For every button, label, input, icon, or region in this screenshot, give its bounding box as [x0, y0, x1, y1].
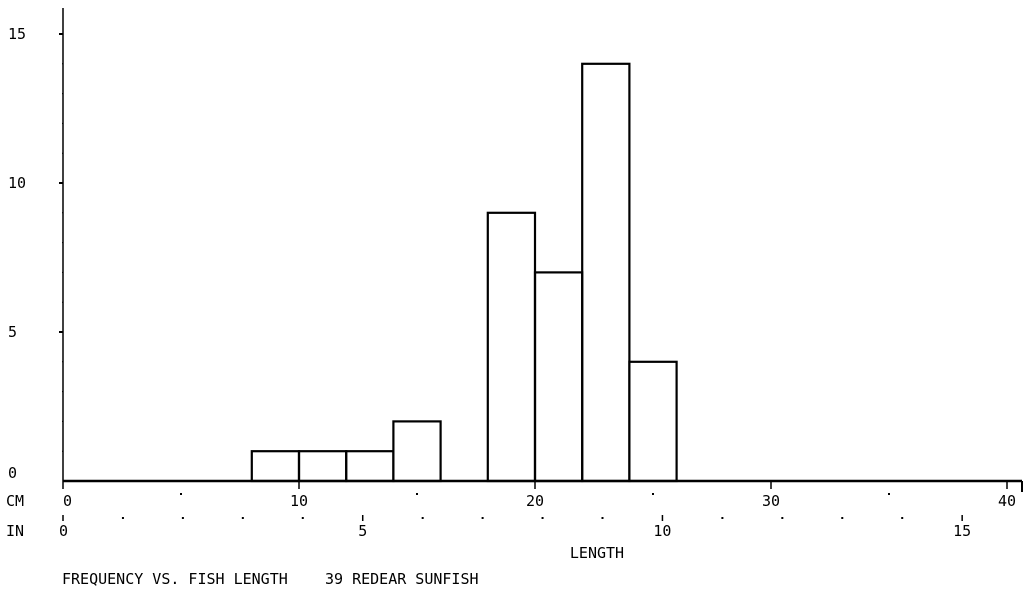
x-minor-tick-cm [652, 493, 654, 495]
x-minor-tick-in [721, 517, 724, 519]
histogram-bar-1 [297, 450, 348, 483]
y-axis-ticks: 0 5 10 15 [8, 25, 63, 482]
x-tick-label-in: 15 [953, 522, 971, 540]
x-tick-label-in: 10 [653, 522, 671, 540]
histogram-bar-6 [581, 62, 631, 483]
axes [62, 8, 1023, 492]
chart-subtitle: 39 REDEAR SUNFISH [325, 570, 479, 588]
histogram-bar-4 [486, 211, 537, 483]
x-minor-tick-cm [888, 493, 890, 495]
x-minor-tick-in [481, 517, 484, 519]
histogram-bar-7 [628, 360, 678, 483]
x-tick-label-cm: 20 [526, 492, 544, 510]
x-tick-label-cm: 0 [63, 492, 72, 510]
chart-title: FREQUENCY VS. FISH LENGTH [62, 570, 288, 588]
x-minor-tick-cm [416, 493, 418, 495]
x-minor-tick-in [181, 517, 184, 519]
y-tick-label: 0 [8, 464, 17, 482]
y-tick-label: 10 [8, 174, 26, 192]
x-axis-title: LENGTH [570, 544, 624, 562]
x-minor-tick-in [241, 517, 244, 519]
x-minor-tick-in [421, 517, 424, 519]
x-minor-tick-cm [180, 493, 182, 495]
x-tick-label-cm: 40 [998, 492, 1016, 510]
histogram-bar-0 [250, 450, 301, 483]
x-minor-tick-in [781, 517, 784, 519]
cm-unit-label: CM [6, 492, 24, 510]
x-tick-label-cm: 30 [762, 492, 780, 510]
x-tick-label-in: 5 [358, 522, 367, 540]
histogram-bar-2 [345, 450, 395, 483]
histogram-bars [250, 62, 678, 483]
x-axis-ticks: 0 10 20 30 40 0 5 10 15 [59, 481, 1016, 540]
x-minor-tick-in [601, 517, 604, 519]
x-tick-label-in: 0 [59, 522, 68, 540]
x-minor-tick-in [541, 517, 544, 519]
x-minor-tick-in [121, 517, 124, 519]
in-unit-label: IN [6, 522, 24, 540]
histogram-bar-3 [392, 420, 442, 483]
y-tick-label: 5 [8, 323, 17, 341]
x-minor-tick-in [901, 517, 904, 519]
x-minor-tick-in [301, 517, 304, 519]
histogram-bar-5 [533, 271, 584, 483]
x-minor-tick-in [841, 517, 844, 519]
x-tick-label-cm: 10 [290, 492, 308, 510]
y-tick-label: 15 [8, 25, 26, 43]
